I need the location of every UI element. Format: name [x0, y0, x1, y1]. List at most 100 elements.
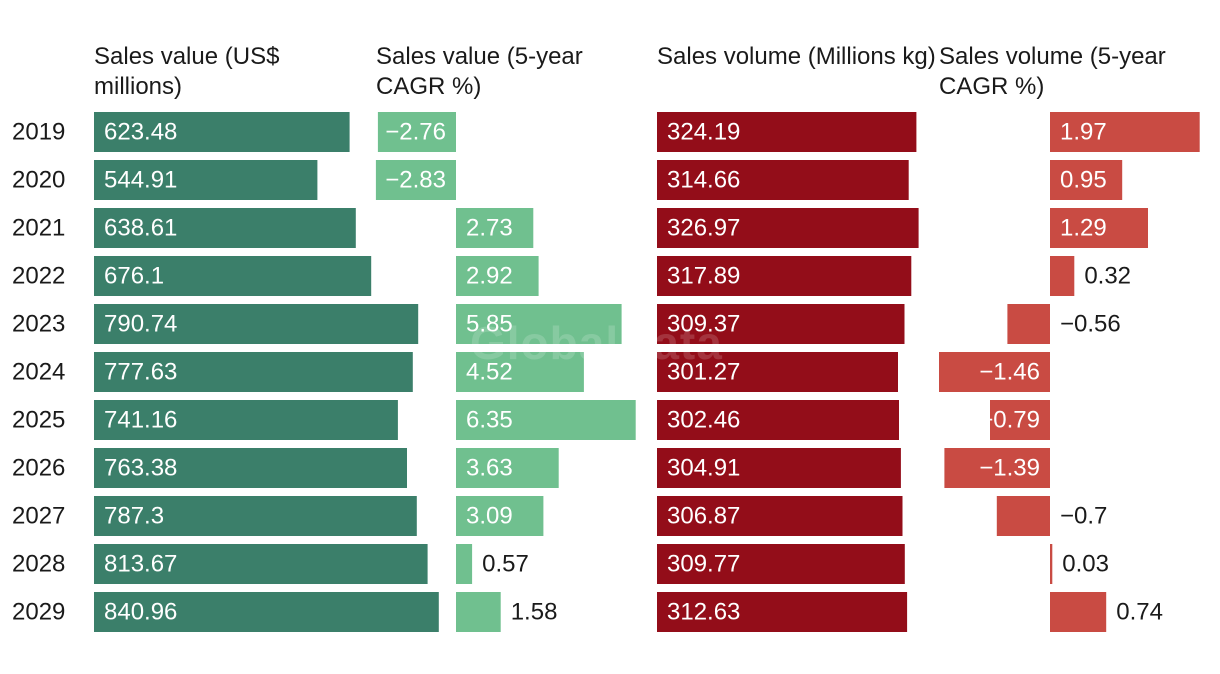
sales-volume-bar-2026	[657, 448, 901, 488]
sales-value-bar-2022	[94, 256, 372, 296]
sales-value-cagr-label-2026: 3.63	[466, 455, 513, 482]
watermark-text: GlobalData	[470, 317, 723, 369]
sales-value-label-2023: 790.74	[104, 311, 177, 338]
sales-value-label-2024: 777.63	[104, 359, 177, 386]
year-label-2021: 2021	[12, 215, 65, 242]
sales-volume-bar-2027	[657, 496, 903, 536]
sales-volume-cagr-bar-2024	[939, 352, 1050, 392]
sales-volume-label-2024: 301.27	[667, 359, 740, 386]
sales-value-bar-2026	[94, 448, 407, 488]
sales-volume-label-2028: 309.77	[667, 551, 740, 578]
sales-value-cagr-label-2022: 2.92	[466, 263, 513, 290]
sales-value-cagr-bar-2020	[375, 160, 456, 200]
sales-value-cagr-bar-2021	[456, 208, 534, 248]
year-label-2027: 2027	[12, 503, 65, 530]
sales-value-cagr-label-2029: 1.58	[511, 599, 558, 626]
sales-value-cagr-bar-2023	[456, 304, 622, 344]
sales-value-cagr-bar-2029	[456, 592, 501, 632]
sales-value-label-2026: 763.38	[104, 455, 177, 482]
sales-volume-cagr-bar-2027	[996, 496, 1050, 536]
sales-volume-bar-2023	[657, 304, 905, 344]
sales-value-bar-2023	[94, 304, 419, 344]
sales-volume-cagr-bar-2019	[1050, 112, 1200, 152]
sales-value-cagr-label-2024: 4.52	[466, 359, 513, 386]
sales-volume-cagr-bar-2026	[944, 448, 1050, 488]
sales-value-bar-2028	[94, 544, 428, 584]
sales-volume-label-2022: 317.89	[667, 263, 740, 290]
sales-value-label-2025: 741.16	[104, 407, 177, 434]
sales-value-bar-2029	[94, 592, 439, 632]
sales-value-cagr-label-2020: −2.83	[385, 167, 446, 194]
sales-volume-label-2025: 302.46	[667, 407, 740, 434]
sales-value-label-2019: 623.48	[104, 119, 177, 146]
sales-volume-cagr-bar-2028	[1050, 544, 1053, 584]
sales-volume-cagr-label-2028: 0.03	[1062, 551, 1109, 578]
sales-volume-cagr-label-2020: 0.95	[1060, 167, 1107, 194]
sales-volume-label-2027: 306.87	[667, 503, 740, 530]
header-sales-value-cagr: Sales value (5-year CAGR %)	[376, 43, 583, 100]
sales-value-label-2021: 638.61	[104, 215, 177, 242]
sales-volume-cagr-bar-2025	[990, 400, 1050, 440]
sales-value-label-2022: 676.1	[104, 263, 164, 290]
sales-volume-cagr-bar-2029	[1050, 592, 1107, 632]
year-label-2020: 2020	[12, 167, 65, 194]
year-label-2019: 2019	[12, 119, 65, 146]
sales-volume-label-2020: 314.66	[667, 167, 740, 194]
sales-value-label-2029: 840.96	[104, 599, 177, 626]
sales-value-cagr-label-2028: 0.57	[482, 551, 529, 578]
sales-volume-bar-2021	[657, 208, 919, 248]
sales-value-cagr-label-2021: 2.73	[466, 215, 513, 242]
sales-volume-cagr-bar-2022	[1050, 256, 1075, 296]
sales-value-cagr-label-2023: 5.85	[466, 311, 513, 338]
sales-volume-label-2023: 309.37	[667, 311, 740, 338]
sales-volume-cagr-bar-2020	[1050, 160, 1123, 200]
sales-value-bar-2024	[94, 352, 413, 392]
header-sales-value: Sales value (US$ millions)	[94, 43, 280, 100]
sales-value-bar-2020	[94, 160, 318, 200]
sales-value-cagr-bar-2024	[456, 352, 584, 392]
sales-volume-bar-2019	[657, 112, 917, 152]
sales-value-cagr-bar-2028	[456, 544, 473, 584]
sales-volume-bar-2022	[657, 256, 912, 296]
sales-volume-cagr-label-2027: −0.7	[1060, 503, 1107, 530]
sales-value-cagr-bar-2022	[456, 256, 539, 296]
sales-value-bar-2025	[94, 400, 398, 440]
year-label-2025: 2025	[12, 407, 65, 434]
sales-volume-bar-2029	[657, 592, 908, 632]
header-sales-volume: Sales volume (Millions kg)	[657, 43, 936, 70]
sales-volume-label-2029: 312.63	[667, 599, 740, 626]
sales-volume-cagr-label-2021: 1.29	[1060, 215, 1107, 242]
sales-volume-cagr-label-2023: −0.56	[1060, 311, 1121, 338]
sales-volume-cagr-label-2019: 1.97	[1060, 119, 1107, 146]
sales-volume-cagr-label-2022: 0.32	[1084, 263, 1131, 290]
sales-volume-label-2026: 304.91	[667, 455, 740, 482]
sales-value-cagr-label-2027: 3.09	[466, 503, 513, 530]
sales-volume-label-2019: 324.19	[667, 119, 740, 146]
sales-volume-bar-2025	[657, 400, 899, 440]
sales-value-label-2020: 544.91	[104, 167, 177, 194]
sales-volume-cagr-bar-2023	[1007, 304, 1050, 344]
year-label-2022: 2022	[12, 263, 65, 290]
sales-value-label-2027: 787.3	[104, 503, 164, 530]
sales-value-label-2028: 813.67	[104, 551, 177, 578]
sales-volume-cagr-label-2026: −1.39	[979, 455, 1040, 482]
sales-value-cagr-bar-2027	[456, 496, 544, 536]
header-sales-volume-cagr: Sales volume (5-year CAGR %)	[939, 43, 1166, 100]
sales-volume-bar-2024	[657, 352, 898, 392]
sales-value-cagr-bar-2025	[456, 400, 636, 440]
sales-volume-label-2021: 326.97	[667, 215, 740, 242]
sales-value-bar-2021	[94, 208, 356, 248]
year-label-2028: 2028	[12, 551, 65, 578]
year-label-2024: 2024	[12, 359, 65, 386]
sales-volume-bar-2020	[657, 160, 909, 200]
sales-value-cagr-bar-2019	[377, 112, 456, 152]
sales-volume-bar-2028	[657, 544, 905, 584]
sales-volume-cagr-bar-2021	[1050, 208, 1148, 248]
sales-value-cagr-label-2019: −2.76	[385, 119, 446, 146]
sales-volume-cagr-label-2025: −0.79	[979, 407, 1040, 434]
sales-volume-cagr-label-2024: −1.46	[979, 359, 1040, 386]
sales-value-cagr-bar-2026	[456, 448, 559, 488]
sales-volume-cagr-label-2029: 0.74	[1116, 599, 1163, 626]
sales-value-cagr-label-2025: 6.35	[466, 407, 513, 434]
